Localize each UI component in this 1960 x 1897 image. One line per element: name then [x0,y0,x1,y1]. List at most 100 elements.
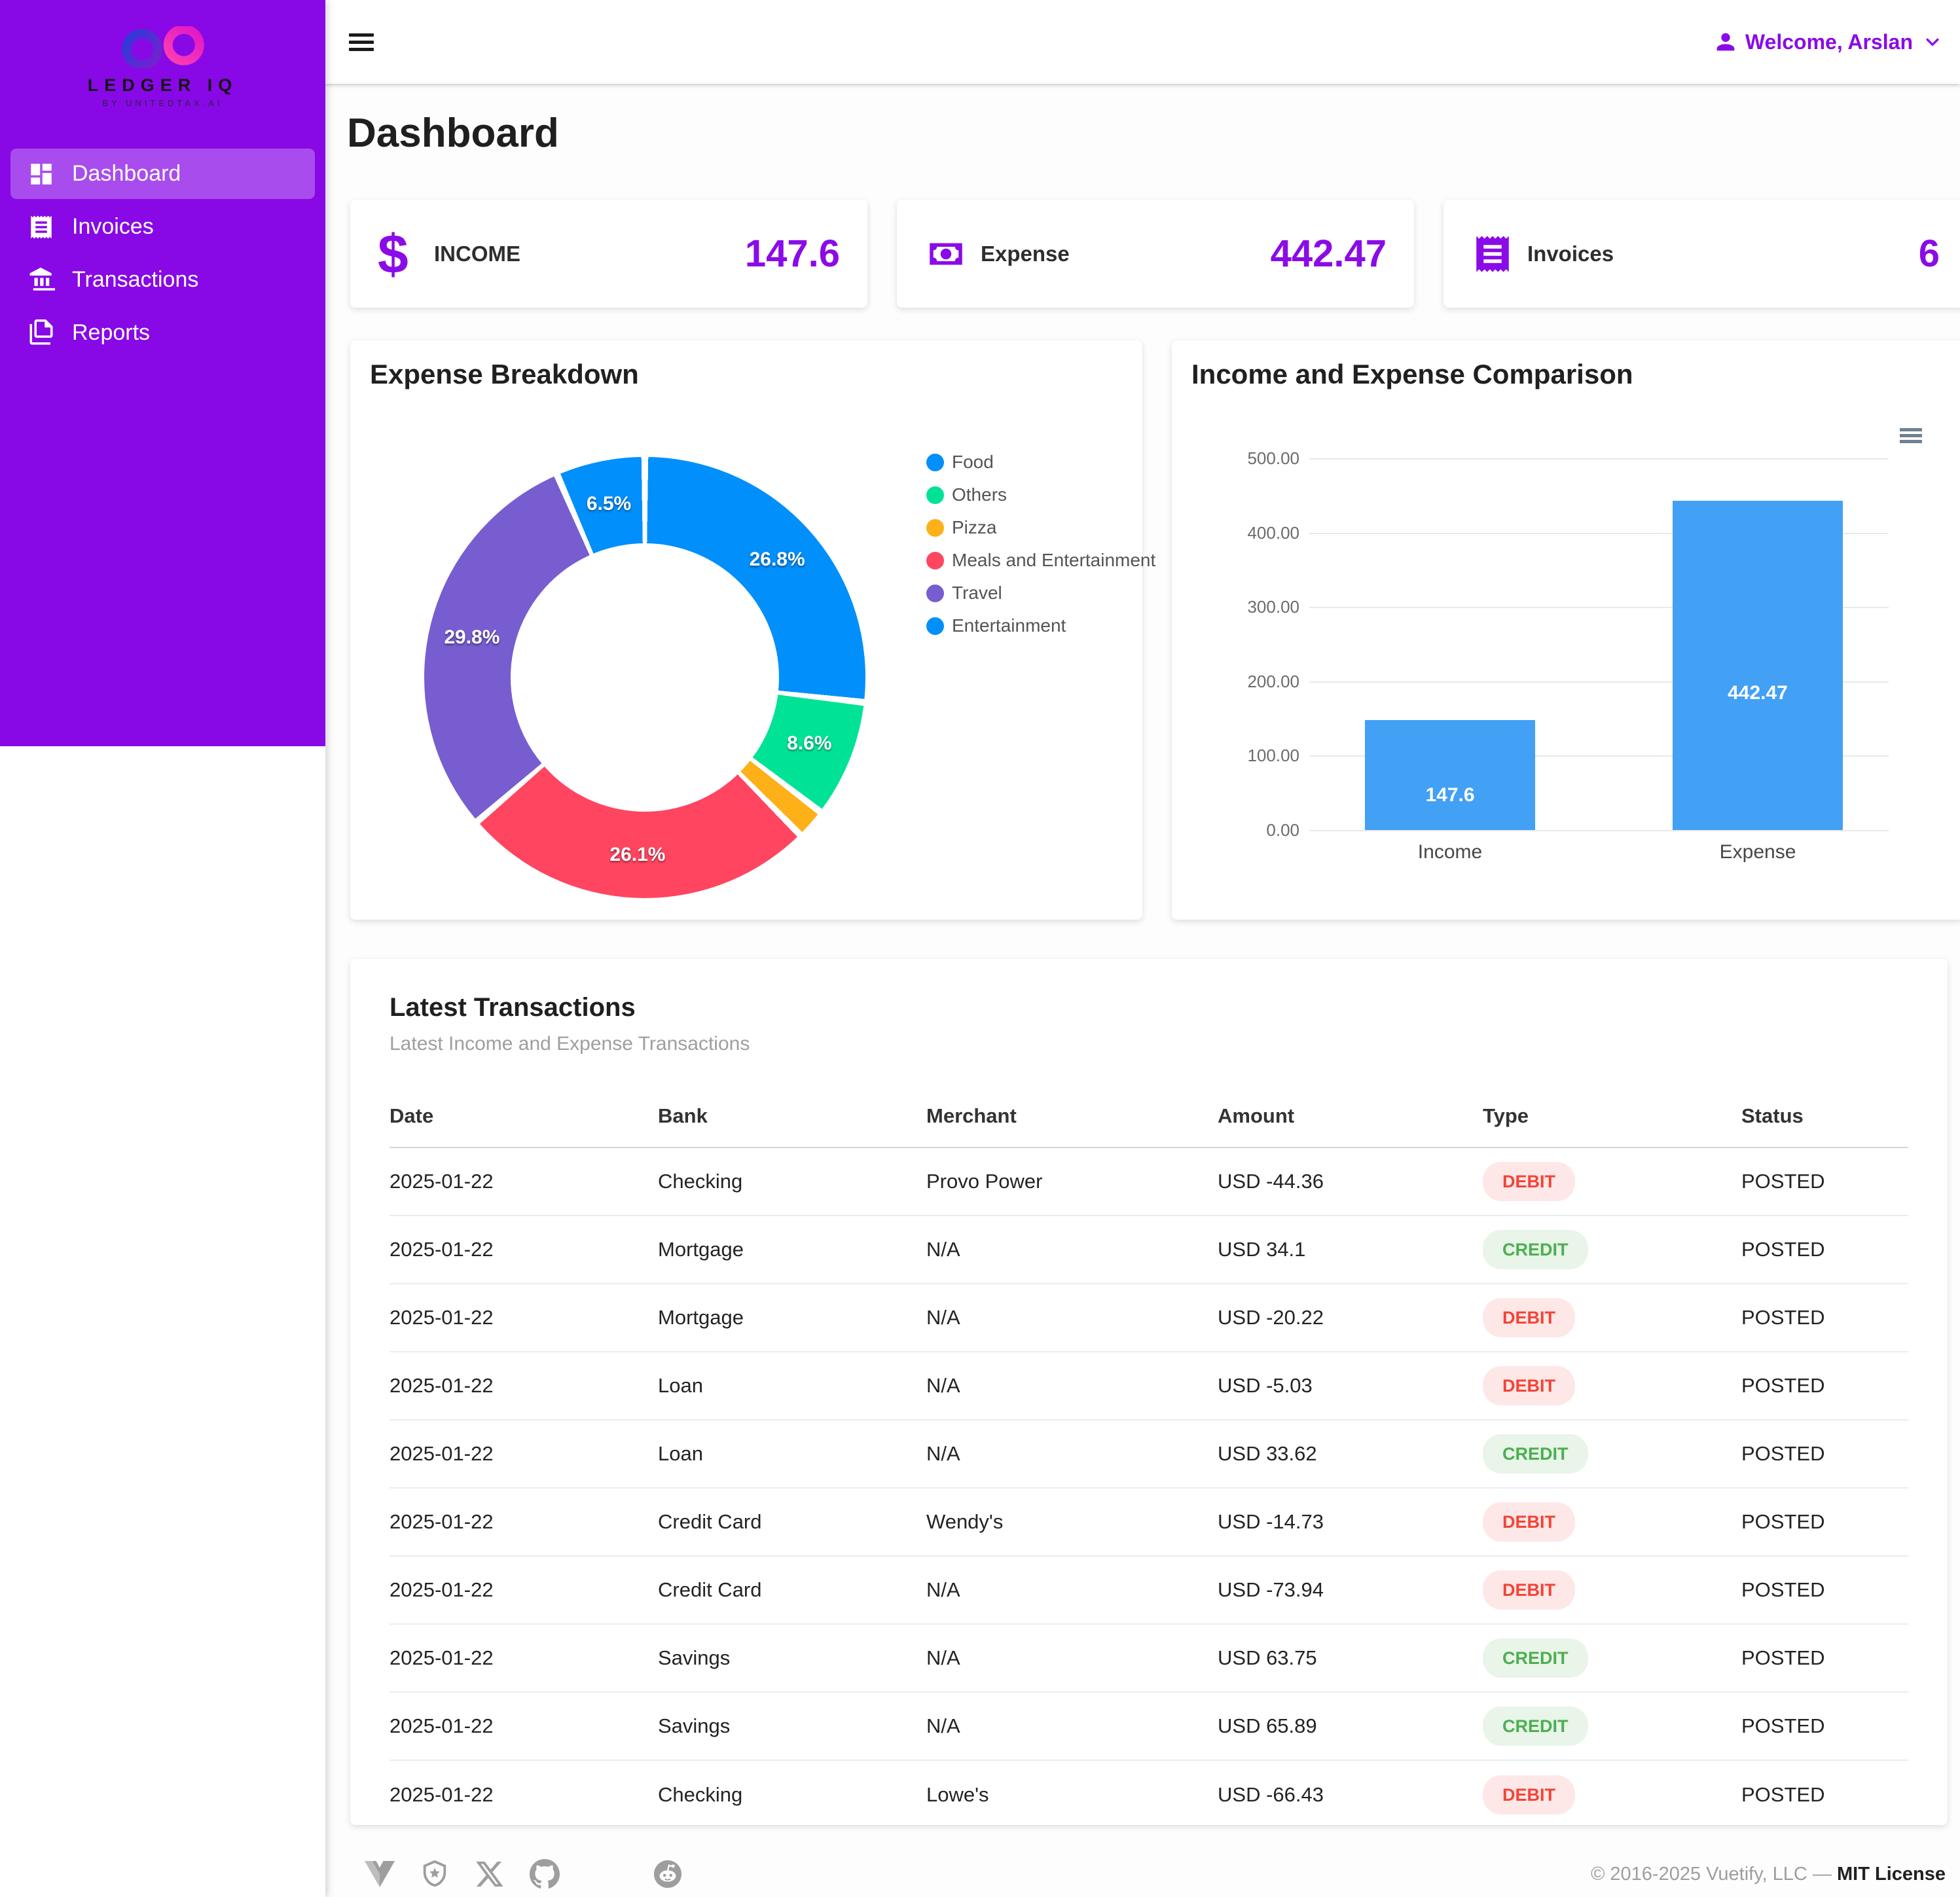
legend-marker [926,518,944,537]
sidebar-item-reports[interactable]: Reports [10,308,315,358]
type-chip: DEBIT [1483,1775,1575,1815]
file-document-icon [29,319,53,344]
x-axis-category-label: Expense [1719,841,1796,863]
cell-date: 2025-01-22 [390,1170,494,1193]
cell-amount: USD -73.94 [1218,1578,1324,1601]
sidebar-item-label: Invoices [72,214,154,239]
copyright-text: © 2016-2025 Vuetify, LLC — MIT License [1590,1863,1946,1885]
stat-label: INCOME [434,241,520,266]
legend-item[interactable]: Pizza [926,517,1155,538]
shield-star-icon[interactable] [420,1859,450,1889]
legend-label: Pizza [952,517,997,537]
x-icon[interactable] [475,1859,505,1889]
legend-item[interactable]: Others [926,484,1155,505]
cell-amount: USD -14.73 [1218,1510,1324,1533]
y-axis-tick-label: 0.00 [1266,820,1299,840]
cell-merchant: N/A [926,1374,960,1397]
chart-title: Expense Breakdown [370,359,639,389]
menu-hamburger-icon[interactable] [349,29,374,55]
y-axis-tick-label: 300.00 [1247,597,1299,617]
account-icon [1716,33,1735,51]
cell-date: 2025-01-22 [390,1374,494,1397]
gridline [1309,532,1889,534]
cell-amount: USD -5.03 [1218,1374,1313,1397]
type-chip: DEBIT [1483,1502,1575,1542]
cell-date: 2025-01-22 [390,1578,494,1601]
cash-icon [924,232,981,276]
drawer-hero: LEDGER IQ BY UNITEDTAX.AI Dashboard Invo… [0,0,325,746]
sidebar-nav: Dashboard Invoices Transactions [0,149,325,358]
cell-status: POSTED [1741,1170,1825,1193]
cell-merchant: N/A [926,1714,960,1737]
receipt-icon [31,215,52,238]
table-row: 2025-01-22 Credit Card N/A USD -73.94 DEBIT P… [390,1557,1908,1625]
cell-merchant: N/A [926,1238,960,1261]
legend-label: Others [952,484,1007,505]
reddit-icon[interactable] [653,1859,683,1889]
cell-amount: USD -20.22 [1218,1306,1324,1329]
table-row: 2025-01-22 Mortgage N/A USD 34.1 CREDIT POSTE… [390,1216,1908,1284]
cell-status: POSTED [1741,1442,1825,1465]
logo-subtitle: BY UNITEDTAX.AI [102,98,223,108]
income-expense-comparison-card: Income and Expense Comparison 500.00 400.… [1172,340,1960,920]
y-axis-tick-label: 100.00 [1247,746,1299,766]
cell-bank: Loan [658,1374,703,1397]
license-link[interactable]: MIT License [1837,1863,1946,1885]
transactions-title: Latest Transactions [390,993,636,1022]
legend-item[interactable]: Food [926,452,1155,473]
legend-item[interactable]: Entertainment [926,615,1155,636]
sidebar-item-label: Transactions [72,267,199,292]
vuetify-logo-icon[interactable] [365,1859,395,1889]
transactions-subtitle: Latest Income and Expense Transactions [390,1033,750,1055]
cell-status: POSTED [1741,1783,1825,1806]
sidebar-item-transactions[interactable]: Transactions [10,255,315,305]
cell-date: 2025-01-22 [390,1646,494,1669]
cell-merchant: Lowe's [926,1783,989,1806]
sidebar-item-invoices[interactable]: Invoices [10,202,315,252]
cell-status: POSTED [1741,1238,1825,1261]
main-content: Dashboard $ INCOME 147.6 Expense 442.47 … [325,84,1960,1897]
chart-menu-icon[interactable] [1900,425,1922,446]
table-row: 2025-01-22 Loan N/A USD -5.03 DEBIT POSTED [390,1352,1908,1420]
type-chip: DEBIT [1483,1162,1575,1201]
cell-date: 2025-01-22 [390,1238,494,1261]
github-icon[interactable] [530,1859,560,1889]
legend-item[interactable]: Meals and Entertainment [926,550,1155,571]
column-header-type: Type [1483,1104,1529,1127]
currency-usd-icon: $ [378,223,408,285]
page-title: Dashboard [347,111,559,156]
legend-label: Entertainment [952,615,1066,636]
legend-marker [926,617,944,635]
column-header-amount: Amount [1218,1104,1295,1127]
cell-merchant: Wendy's [926,1510,1004,1533]
user-menu[interactable]: Welcome, Arslan [1713,29,1946,55]
type-chip: CREDIT [1483,1434,1588,1473]
logo-title: LEDGER IQ [87,75,238,95]
cell-date: 2025-01-22 [390,1510,494,1533]
cell-bank: Savings [658,1714,731,1737]
app-bar: Welcome, Arslan [325,0,1960,84]
table-header-row: Date Bank Merchant Amount Type Status [390,1085,1908,1148]
infinity-logo-icon [121,24,204,70]
donut-percent-label: 8.6% [787,732,832,755]
income-stat-card: $ INCOME 147.6 [350,200,867,308]
navigation-drawer: LEDGER IQ BY UNITEDTAX.AI Dashboard Invo… [0,0,325,1897]
chevron-down-icon [1926,38,1939,46]
table-row: 2025-01-22 Checking Lowe's USD -66.43 DEBIT P… [390,1761,1908,1829]
sidebar-item-dashboard[interactable]: Dashboard [10,149,315,199]
table-row: 2025-01-22 Credit Card Wendy's USD -14.73 DE… [390,1489,1908,1557]
y-axis-tick-label: 500.00 [1247,448,1299,468]
cell-date: 2025-01-22 [390,1306,494,1329]
cell-amount: USD 34.1 [1218,1238,1306,1261]
table-row: 2025-01-22 Savings N/A USD 65.89 CREDIT POSTE… [390,1693,1908,1761]
cell-status: POSTED [1741,1306,1825,1329]
y-axis-tick-label: 400.00 [1247,522,1299,543]
cell-amount: USD -66.43 [1218,1783,1324,1806]
legend-item[interactable]: Travel [926,583,1155,604]
legend-marker [926,584,944,602]
donut-percent-label: 26.1% [609,843,666,865]
legend-label: Travel [952,583,1002,603]
app-logo: LEDGER IQ BY UNITEDTAX.AI [0,24,325,108]
bar-income [1365,720,1535,830]
cell-status: POSTED [1741,1578,1825,1601]
